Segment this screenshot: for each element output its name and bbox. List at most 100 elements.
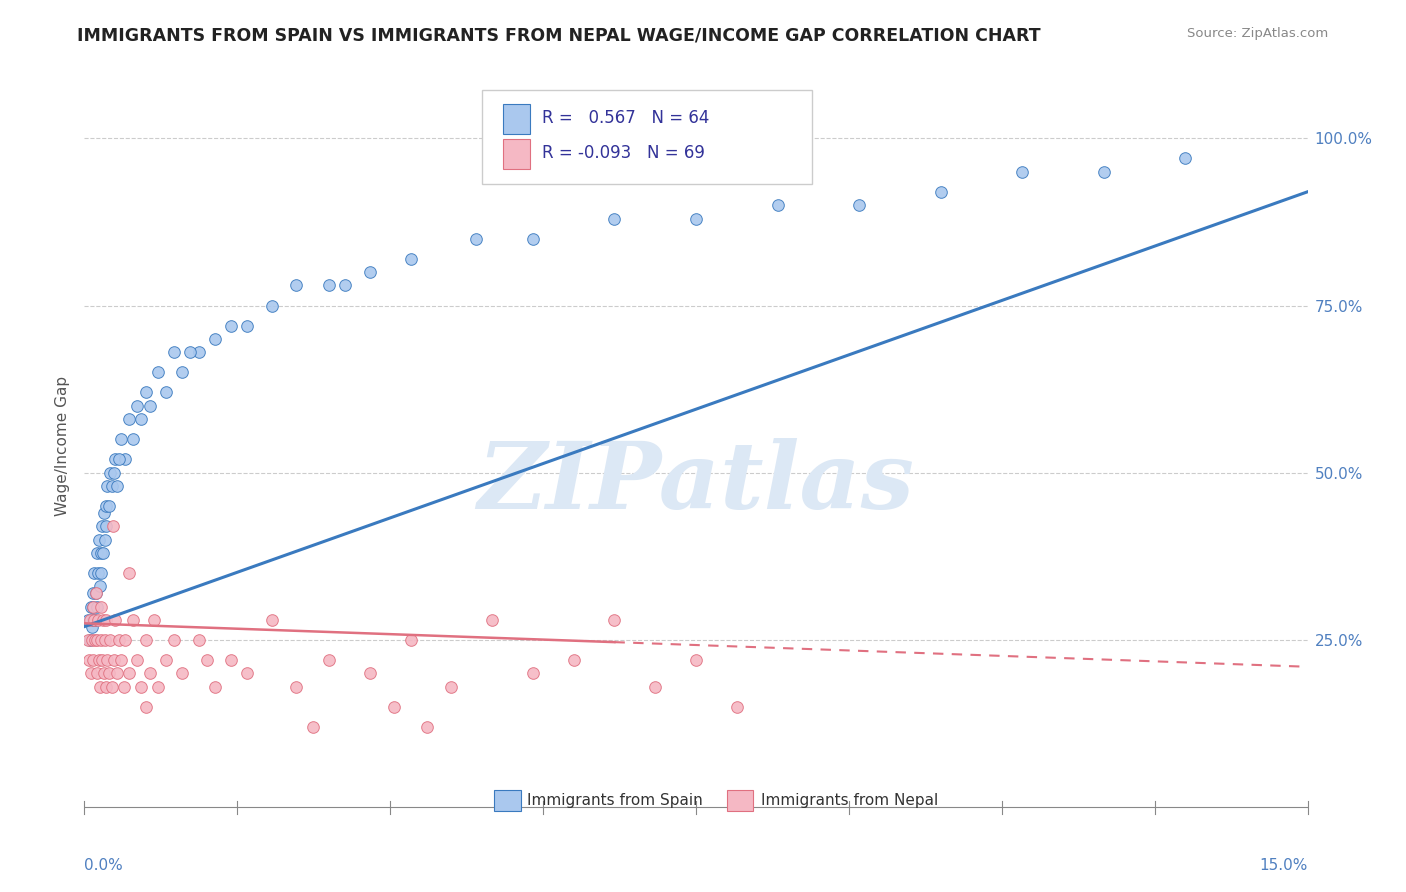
Point bbox=[87, 653, 110, 667]
Point bbox=[101, 519, 124, 533]
Point bbox=[481, 613, 503, 627]
FancyBboxPatch shape bbox=[503, 103, 530, 134]
Point bbox=[91, 519, 114, 533]
Point bbox=[1174, 152, 1197, 166]
Point bbox=[93, 666, 115, 681]
Text: Immigrants from Spain: Immigrants from Spain bbox=[527, 793, 703, 808]
Point bbox=[82, 599, 104, 614]
Point bbox=[114, 633, 136, 648]
Point bbox=[195, 653, 218, 667]
Point bbox=[382, 700, 405, 714]
FancyBboxPatch shape bbox=[482, 90, 813, 184]
Point bbox=[464, 232, 486, 246]
Point bbox=[96, 519, 118, 533]
Point bbox=[138, 399, 160, 413]
Point bbox=[204, 680, 226, 694]
Point bbox=[84, 633, 107, 648]
Text: Source: ZipAtlas.com: Source: ZipAtlas.com bbox=[1188, 27, 1329, 40]
Point bbox=[142, 613, 165, 627]
Point bbox=[318, 278, 340, 293]
Y-axis label: Wage/Income Gap: Wage/Income Gap bbox=[55, 376, 70, 516]
Point bbox=[80, 599, 103, 614]
Point bbox=[1092, 165, 1115, 179]
Point bbox=[1011, 165, 1033, 179]
Point bbox=[440, 680, 463, 694]
Point bbox=[260, 613, 283, 627]
Point bbox=[114, 452, 136, 467]
Point bbox=[155, 385, 177, 400]
Point bbox=[127, 653, 149, 667]
Text: 15.0%: 15.0% bbox=[1260, 858, 1308, 873]
FancyBboxPatch shape bbox=[727, 790, 754, 811]
Point bbox=[110, 433, 132, 447]
Point bbox=[90, 599, 112, 614]
Point bbox=[90, 546, 112, 560]
Point bbox=[107, 452, 129, 467]
Point bbox=[359, 265, 381, 279]
Point bbox=[83, 613, 105, 627]
Point bbox=[86, 546, 108, 560]
FancyBboxPatch shape bbox=[494, 790, 522, 811]
Point bbox=[163, 345, 186, 359]
Point bbox=[87, 566, 110, 581]
Point bbox=[685, 211, 707, 226]
Point bbox=[91, 546, 114, 560]
Point bbox=[93, 506, 115, 520]
Point bbox=[118, 666, 141, 681]
Point bbox=[104, 613, 127, 627]
Point bbox=[138, 666, 160, 681]
Point bbox=[118, 566, 141, 581]
Point bbox=[112, 680, 135, 694]
Point bbox=[96, 653, 118, 667]
Point bbox=[100, 466, 122, 480]
Point bbox=[848, 198, 870, 212]
Point bbox=[83, 566, 105, 581]
Point bbox=[122, 433, 145, 447]
Point bbox=[131, 412, 153, 426]
Point bbox=[94, 500, 117, 514]
Point bbox=[127, 399, 149, 413]
Point bbox=[84, 586, 107, 600]
Point bbox=[135, 633, 157, 648]
Point bbox=[359, 666, 381, 681]
Point bbox=[122, 613, 145, 627]
FancyBboxPatch shape bbox=[503, 139, 530, 169]
Point bbox=[318, 653, 340, 667]
Point bbox=[603, 613, 626, 627]
Point bbox=[135, 385, 157, 400]
Point bbox=[725, 700, 748, 714]
Point bbox=[86, 633, 108, 648]
Point bbox=[204, 332, 226, 346]
Point bbox=[96, 479, 118, 493]
Point bbox=[766, 198, 789, 212]
Point bbox=[399, 252, 422, 266]
Point bbox=[77, 653, 100, 667]
Point bbox=[110, 653, 132, 667]
Point bbox=[105, 479, 128, 493]
Point bbox=[80, 666, 103, 681]
Point bbox=[79, 633, 101, 648]
Point bbox=[107, 633, 129, 648]
Point bbox=[562, 653, 585, 667]
Point bbox=[236, 666, 259, 681]
Point bbox=[84, 613, 107, 627]
Point bbox=[685, 653, 707, 667]
Point bbox=[77, 613, 100, 627]
Point bbox=[79, 613, 101, 627]
Text: R =   0.567   N = 64: R = 0.567 N = 64 bbox=[541, 109, 709, 127]
Text: IMMIGRANTS FROM SPAIN VS IMMIGRANTS FROM NEPAL WAGE/INCOME GAP CORRELATION CHART: IMMIGRANTS FROM SPAIN VS IMMIGRANTS FROM… bbox=[77, 27, 1040, 45]
Point bbox=[105, 666, 128, 681]
Point bbox=[260, 299, 283, 313]
Point bbox=[416, 720, 439, 734]
Point bbox=[82, 653, 104, 667]
Point bbox=[87, 533, 110, 547]
Point bbox=[86, 599, 108, 614]
Point bbox=[146, 366, 169, 380]
Point bbox=[285, 680, 308, 694]
Point bbox=[219, 653, 242, 667]
Point bbox=[187, 345, 209, 359]
Point bbox=[90, 633, 112, 648]
Point bbox=[91, 653, 114, 667]
Text: 0.0%: 0.0% bbox=[84, 858, 124, 873]
Point bbox=[603, 211, 626, 226]
